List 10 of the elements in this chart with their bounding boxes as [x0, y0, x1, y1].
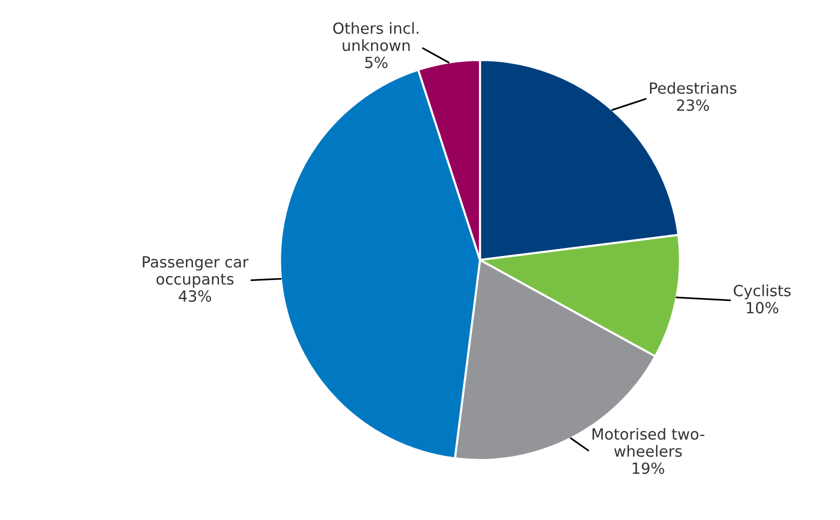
data-label: 23%	[676, 99, 709, 111]
slice-label: Pedestrians	[650, 82, 736, 94]
slice-label: Cyclists	[734, 284, 791, 300]
data-label: 43%	[178, 290, 212, 302]
data-label: 10%	[746, 302, 778, 314]
slice-label: Motorised two- wheelers	[592, 428, 704, 457]
slice-label: Others incl. unknown	[333, 22, 418, 52]
data-label: 5%	[365, 56, 388, 68]
data-label: 19%	[632, 462, 664, 474]
slice-label: Passenger car occupants	[142, 256, 249, 288]
